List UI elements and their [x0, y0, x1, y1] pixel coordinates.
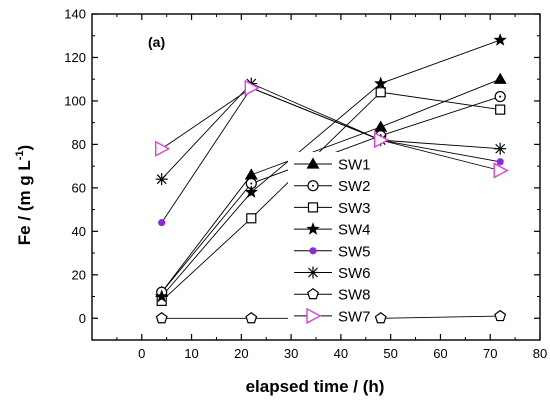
series-line-sw4 — [161, 39, 501, 297]
legend-marker-sw6 — [307, 266, 319, 279]
legend-marker-sw4 — [306, 222, 320, 235]
legend-label-sw8: SW8 — [338, 287, 371, 304]
x-tick-label-0: 0 — [138, 346, 145, 361]
x-axis-title: elapsed time / (h) — [246, 377, 385, 396]
point-sw4-2 — [374, 76, 388, 90]
x-tick-label-40: 40 — [334, 346, 348, 361]
point-sw4-1 — [244, 185, 258, 198]
point-sw5-3 — [496, 158, 504, 166]
point-sw7-1 — [244, 79, 260, 97]
x-tick-label-10: 10 — [184, 346, 198, 361]
legend-label-sw5: SW5 — [338, 243, 371, 260]
y-axis-title: Fe / (m g L-1) — [14, 145, 34, 245]
legend-item-sw6: SW6 — [294, 265, 371, 282]
x-tick-label-60: 60 — [433, 346, 447, 361]
y-tick-label-40: 40 — [72, 224, 86, 239]
legend-item-sw4: SW4 — [294, 222, 371, 239]
series-line-sw6 — [161, 82, 501, 180]
plot-area: 0 10 20 30 40 50 60 70 80 0 20 40 60 80 100 120 140 SW1 SW… — [64, 7, 547, 362]
point-sw8-2 — [374, 312, 387, 324]
y-tick-label-120: 120 — [64, 50, 86, 65]
point-sw1-1 — [244, 168, 258, 180]
panel-label: (a) — [148, 34, 165, 50]
y-tick-label-140: 140 — [64, 7, 86, 22]
point-sw3-1 — [246, 213, 257, 224]
series-line-sw1 — [161, 78, 501, 293]
y-tick-label-80: 80 — [72, 137, 86, 152]
legend-marker-sw2 — [307, 180, 319, 192]
y-axis-title-main: Fe / (m g L — [15, 160, 34, 245]
y-tick-label-60: 60 — [72, 180, 86, 195]
legend-item-sw3: SW3 — [294, 200, 371, 217]
y-tick-label-0: 0 — [79, 311, 86, 326]
legend-label-sw4: SW4 — [338, 222, 371, 239]
y-axis-title-exponent: -1 — [14, 150, 26, 160]
point-sw7-3 — [493, 162, 509, 179]
point-sw8-3 — [494, 309, 507, 322]
point-sw7-0 — [154, 140, 171, 157]
series-line-sw7 — [161, 87, 501, 171]
legend-item-sw5: SW5 — [294, 243, 371, 260]
x-tick-label-30: 30 — [284, 346, 298, 361]
legend-label-sw6: SW6 — [338, 265, 371, 282]
point-sw6-0 — [155, 173, 168, 186]
point-sw2-3 — [494, 90, 506, 103]
legend-label-sw3: SW3 — [338, 200, 371, 217]
legend-item-sw2: SW2 — [294, 178, 371, 195]
legend-item-sw7: SW7 — [294, 307, 371, 325]
legend-label-sw7: SW7 — [338, 308, 371, 325]
legend-item-sw8: SW8 — [294, 287, 371, 304]
y-tick-label-100: 100 — [64, 93, 86, 108]
legend-marker-sw5 — [309, 247, 317, 255]
point-sw1-2 — [374, 120, 388, 132]
legend-marker-sw7 — [306, 307, 322, 325]
legend-label-sw1: SW1 — [338, 157, 371, 174]
legend-background — [288, 152, 380, 330]
point-sw4-0 — [155, 289, 169, 303]
point-sw3-2 — [375, 87, 386, 98]
legend-item-sw1: SW1 — [294, 157, 371, 174]
point-sw6-3 — [494, 142, 507, 155]
legend-label-sw2: SW2 — [338, 178, 371, 195]
point-sw5-0 — [158, 219, 166, 227]
point-sw7-2 — [374, 131, 390, 149]
x-tick-label-80: 80 — [533, 346, 547, 361]
point-sw8-0 — [155, 312, 168, 324]
legend-marker-sw3 — [307, 202, 319, 213]
y-tick-label-20: 20 — [72, 267, 86, 282]
legend-marker-sw1 — [306, 157, 320, 169]
x-tick-label-20: 20 — [234, 346, 248, 361]
point-sw4-3 — [493, 33, 507, 46]
point-sw3-3 — [495, 104, 506, 115]
point-sw1-3 — [493, 72, 507, 84]
point-sw8-1 — [245, 312, 258, 324]
x-tick-label-70: 70 — [483, 346, 497, 361]
x-tick-label-50: 50 — [383, 346, 397, 361]
legend-marker-sw8 — [307, 287, 319, 300]
y-axis-title-close: ) — [15, 145, 34, 151]
